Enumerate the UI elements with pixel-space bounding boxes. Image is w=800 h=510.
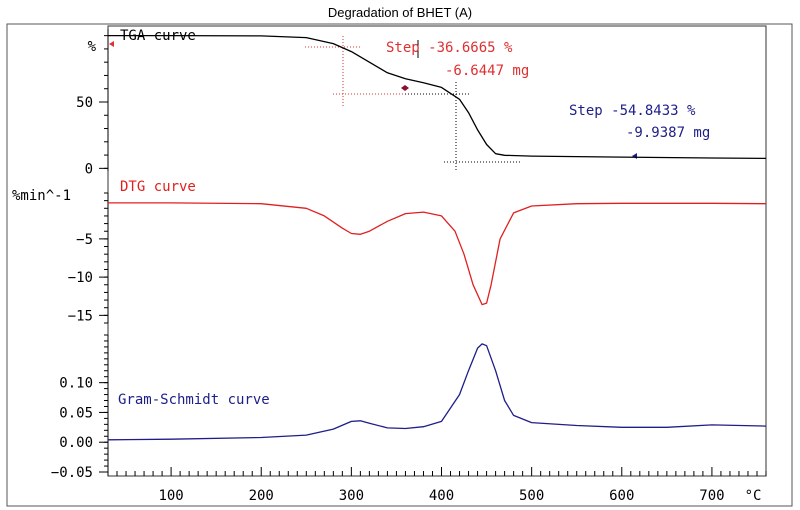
x-tick-label: 600 [609,488,634,504]
x-tick-label: 700 [699,488,724,504]
tga-y-tick-label: 50 [76,95,93,111]
x-axis: 100 200 300 400 500 600 700 [107,467,767,504]
tga-series-line [108,34,767,160]
gram_schmidt-y-tick-label: 0.05 [59,405,93,421]
gram_schmidt-y-tick-label: 0.10 [59,376,93,392]
gram_schmidt-y-tick-label: 0.00 [59,435,93,451]
plot-frame [6,23,793,507]
series-lines [107,34,767,441]
tga-curve-label: TGA curve [120,28,196,44]
tga-y-tick-label: 0 [85,161,93,177]
x-tick-label: 400 [429,488,454,504]
gram_schmidt-y-tick-label: −0.05 [51,465,93,481]
x-tick-label: 200 [249,488,274,504]
tga-step2-guides [405,82,520,172]
gram-schmidt-curve-label: Gram-Schmidt curve [118,392,270,408]
x-tick-label: 100 [158,488,183,504]
x-tick-label: 500 [519,488,544,504]
dtg-y-tick-label: −5 [76,232,93,248]
tga-unit-label: % [88,39,97,55]
step1-marker-icon [401,85,409,91]
y-axes: 0 50 −5 −10 −15 −0.05 0.00 0.05 0.10 [51,29,109,481]
dtg-y-tick-label: −10 [68,270,93,286]
x-unit-label: °C [745,488,762,504]
step2-mass-annotation: -9.9387 mg [626,125,710,141]
gram_schmidt-series-line [107,343,767,441]
step2-marker-icon [632,153,637,159]
plot-area-frame [107,25,767,477]
chart-title: Degradation of BHET (A) [328,5,472,20]
dtg-y-tick-label: −15 [68,308,93,324]
dtg-unit-label: %min^-1 [12,188,71,204]
tga-start-marker-icon [109,41,114,47]
dtg-series-line [108,202,767,306]
step1-percent-annotation: Step -36.6665 % [386,40,513,56]
x-tick-label: 300 [339,488,364,504]
step1-mass-annotation: -6.6447 mg [445,63,529,79]
dtg-curve-label: DTG curve [120,179,196,195]
step2-percent-annotation: Step -54.8433 % [569,103,696,119]
